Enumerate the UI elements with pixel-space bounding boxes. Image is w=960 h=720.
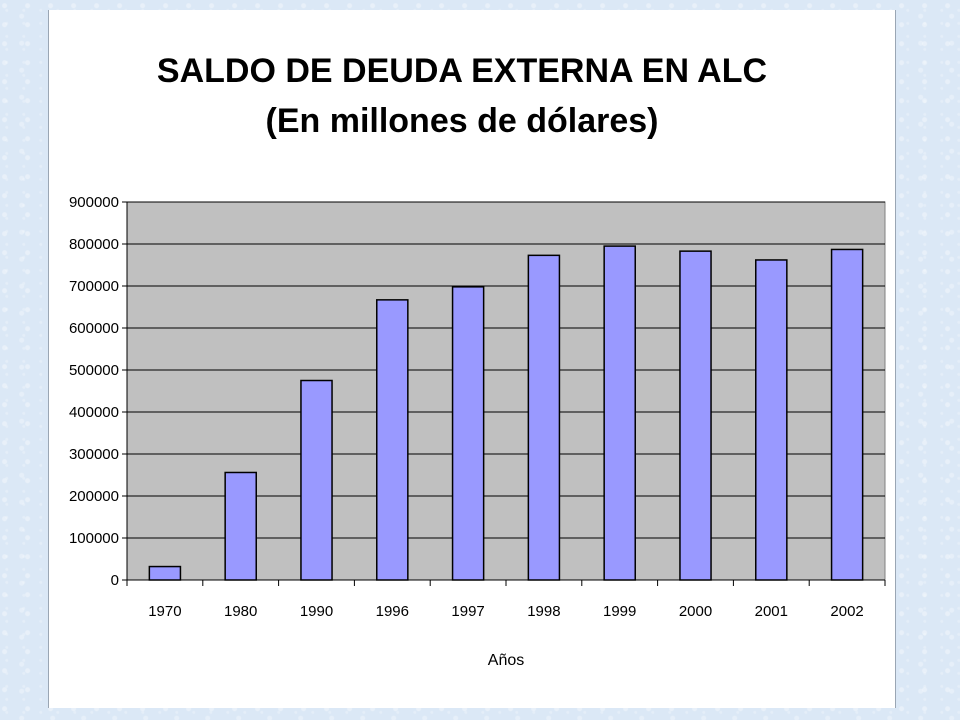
- x-tick-label: 1980: [224, 603, 257, 620]
- x-tick-label: 2002: [830, 603, 863, 620]
- x-tick-label: 1970: [148, 603, 181, 620]
- y-tick-label: 700000: [69, 278, 119, 295]
- y-tick-labels: 0 100000 200000 300000 400000 500000 600000 700…: [69, 194, 119, 589]
- y-tick-label: 300000: [69, 446, 119, 463]
- bar-1998: [527, 254, 561, 581]
- x-tick-label: 2001: [755, 603, 788, 620]
- x-axis-label: Años: [488, 652, 524, 669]
- bar-2001: [755, 259, 788, 581]
- x-tick-label: 1996: [376, 603, 409, 620]
- bar-1990: [300, 379, 333, 581]
- y-tick-label: 400000: [69, 404, 119, 421]
- y-tick-label: 600000: [69, 320, 119, 337]
- x-tick-label: 1997: [451, 603, 484, 620]
- y-tick-label: 900000: [69, 194, 119, 211]
- x-tick-label: 1998: [527, 603, 560, 620]
- chart-title: SALDO DE DEUDA EXTERNA EN ALC: [157, 52, 767, 90]
- y-tick-label: 200000: [69, 488, 119, 505]
- axes: [122, 201, 886, 586]
- bar-chart: SALDO DE DEUDA EXTERNA EN ALC (En millon…: [69, 52, 886, 669]
- bar-2002: [830, 248, 864, 581]
- bar-1999: [603, 245, 636, 581]
- y-tick-label: 500000: [69, 362, 119, 379]
- bar-1997: [451, 286, 485, 581]
- bar-1996: [376, 299, 409, 581]
- chart-subtitle: (En millones de dólares): [266, 102, 659, 140]
- x-tick-label: 1990: [300, 603, 333, 620]
- y-tick-label: 100000: [69, 530, 119, 547]
- bar-1970: [148, 565, 182, 581]
- x-tick-labels: 1970 1980 1990 1996 1997 1998 1999 2000 2001 2002: [148, 603, 864, 620]
- chart-panel: SALDO DE DEUDA EXTERNA EN ALC (En millon…: [48, 10, 896, 708]
- x-tick-label: 1999: [603, 603, 636, 620]
- bar-1980: [224, 471, 257, 581]
- bar-2000: [679, 250, 712, 581]
- y-tick-label: 0: [111, 572, 119, 589]
- bars: [148, 245, 864, 581]
- y-tick-label: 800000: [69, 236, 119, 253]
- x-tick-label: 2000: [679, 603, 712, 620]
